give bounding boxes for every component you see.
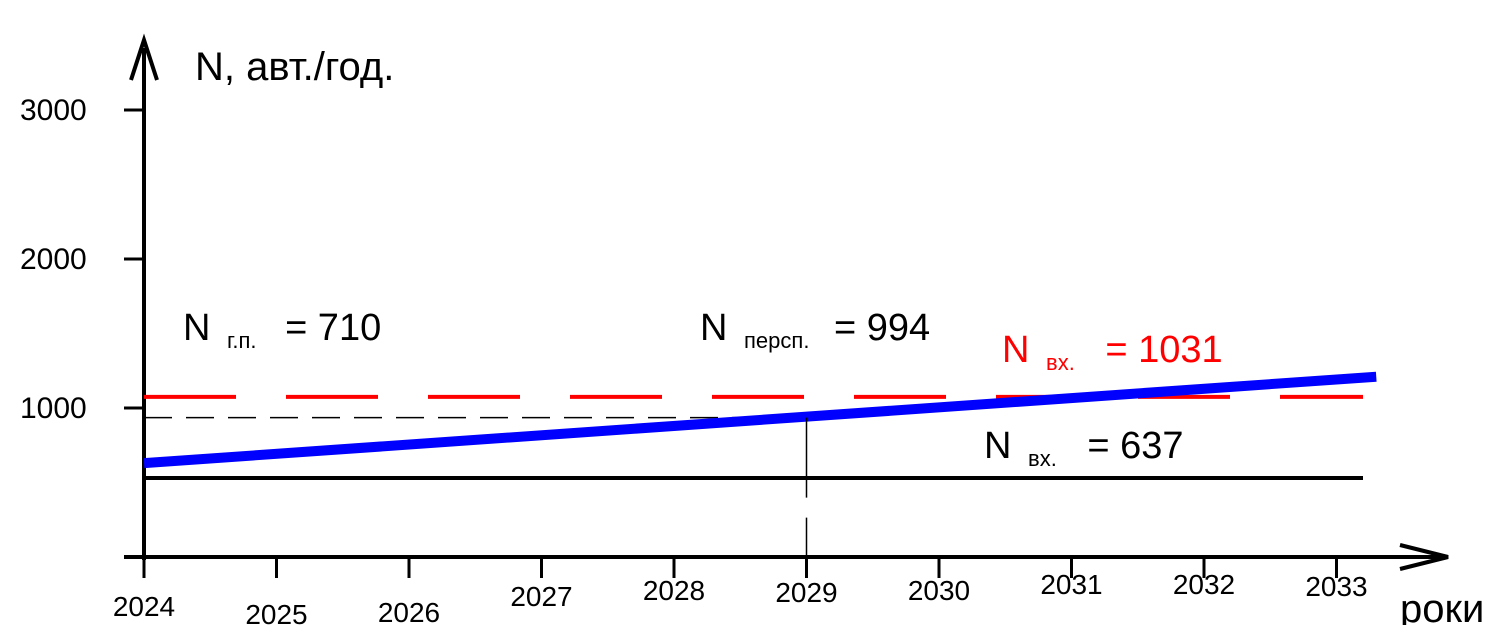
- annotation-gp-value: = 710: [285, 307, 381, 349]
- annotation-vx-black-value: = 637: [1087, 425, 1183, 467]
- annotation-vx-red-sub: вх.: [1046, 350, 1075, 375]
- annotation-gp-sub: г.п.: [227, 328, 256, 353]
- x-axis-title: роки: [1400, 587, 1484, 625]
- y-ticks: 1000 2000 3000: [20, 94, 144, 425]
- x-tick-label: 2026: [378, 597, 440, 625]
- annotation-vx-red: N вх. = 1031: [1002, 329, 1223, 379]
- x-axis-arrow: [1399, 543, 1449, 571]
- x-tick-label: 2024: [113, 591, 175, 622]
- annotation-persp-value: = 994: [834, 307, 930, 349]
- y-tick-label: 3000: [20, 94, 87, 127]
- annotation-vx-red-value: = 1031: [1105, 329, 1222, 371]
- annotation-vx-black-sub: вх.: [1028, 446, 1057, 471]
- x-tick-label: 2031: [1040, 569, 1102, 600]
- annotation-gp: N г.п. = 710: [183, 307, 381, 357]
- annotation-persp-sub: персп.: [744, 328, 809, 353]
- x-ticks: 2024 2025 2026 2027 2028 2029 2030 2031 2032 2033: [113, 557, 1368, 625]
- y-axis-arrow: [129, 33, 159, 81]
- y-tick-label: 2000: [20, 243, 87, 276]
- x-tick-label: 2033: [1305, 571, 1367, 602]
- annotation-gp-main: N: [183, 307, 210, 349]
- x-tick-label: 2030: [908, 575, 970, 606]
- annotation-vx-red-main: N: [1002, 329, 1029, 371]
- x-tick-label: 2032: [1173, 569, 1235, 600]
- y-tick-label: 1000: [20, 392, 87, 425]
- x-tick-label: 2027: [510, 581, 572, 612]
- annotation-persp-main: N: [700, 307, 727, 349]
- annotation-vx-black-main: N: [984, 425, 1011, 467]
- x-tick-label: 2029: [775, 577, 837, 608]
- blue-growth-line: [143, 371, 1377, 469]
- annotation-persp: N персп. = 994: [700, 307, 930, 357]
- x-tick-label: 2025: [245, 599, 307, 625]
- y-axis-title: N, авт./год.: [195, 45, 394, 89]
- annotation-vx-black: N вх. = 637: [984, 425, 1184, 475]
- x-tick-label: 2028: [643, 575, 705, 606]
